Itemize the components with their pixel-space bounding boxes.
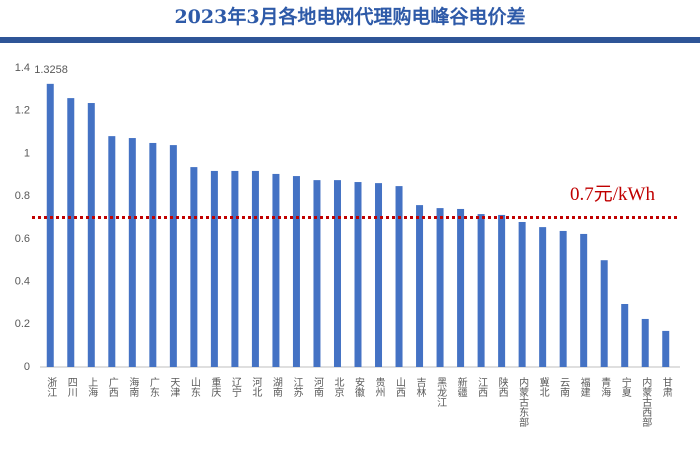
x-tick-label: 安徽 [353, 376, 365, 398]
bar [354, 182, 362, 367]
bar [251, 170, 259, 367]
x-tick-label: 新疆 [455, 376, 467, 398]
bar [662, 330, 670, 367]
bar [333, 180, 341, 367]
title-band [0, 37, 700, 43]
x-tick-label: 湖南 [270, 377, 282, 397]
bar [67, 98, 75, 367]
x-tick-label: 江西 [476, 377, 488, 397]
y-tick-label: 0.2 [15, 318, 30, 330]
bar [231, 170, 239, 367]
bar [313, 180, 321, 367]
x-tick-label: 北京 [332, 377, 344, 398]
bar [395, 186, 403, 367]
bar [600, 260, 608, 367]
x-tick-label: 吉林 [414, 377, 426, 398]
x-tick-label: 山东 [188, 377, 200, 397]
bar [210, 170, 218, 367]
bar [559, 230, 567, 367]
x-tick-label: 海南 [127, 376, 139, 397]
bar [477, 214, 485, 367]
x-tick-label: 广西 [106, 377, 118, 397]
bar [108, 136, 116, 367]
bar [498, 214, 506, 367]
bar [375, 183, 383, 367]
bar [641, 318, 649, 367]
bar [87, 103, 95, 368]
x-tick-label: 宁夏 [619, 376, 631, 397]
bar [149, 142, 157, 367]
data-label: 1.3258 [34, 64, 68, 76]
bar [621, 303, 629, 367]
x-tick-label: 河北 [250, 377, 262, 397]
bar [169, 145, 177, 367]
bar [272, 173, 280, 367]
x-tick-label: 内蒙古东部 [517, 376, 529, 428]
bar [46, 83, 54, 368]
x-tick-label: 重庆 [209, 376, 221, 398]
x-tick-label: 内蒙古西部 [640, 376, 652, 428]
bar [436, 208, 444, 367]
bar [457, 208, 465, 367]
y-tick-label: 0.4 [15, 275, 30, 287]
y-tick-label: 1.2 [15, 105, 30, 117]
y-tick-label: 0 [24, 361, 30, 373]
x-tick-label: 黑龙江 [435, 377, 447, 407]
bar [580, 233, 588, 367]
x-tick-label: 陕西 [496, 376, 508, 397]
x-tick-label: 山西 [394, 377, 406, 397]
x-tick-label: 冀北 [537, 376, 549, 397]
x-tick-label: 福建 [578, 376, 590, 397]
y-tick-label: 0.6 [15, 233, 30, 245]
x-tick-label: 广东 [147, 377, 159, 397]
x-tick-label: 青海 [599, 376, 611, 398]
chart-title: 2023年3月各地电网代理购电峰谷电价差 [174, 5, 525, 28]
y-tick-label: 0.8 [15, 190, 30, 202]
x-tick-label: 云南 [558, 377, 570, 397]
x-tick-label: 辽宁 [229, 377, 241, 397]
x-tick-label: 天津 [168, 377, 180, 398]
x-tick-label: 浙江 [45, 377, 57, 397]
bar [416, 205, 424, 367]
y-tick-label: 1 [24, 147, 30, 159]
y-tick-label: 1.4 [15, 62, 30, 74]
x-tick-label: 江苏 [291, 377, 303, 398]
bar [539, 227, 547, 367]
bar [518, 221, 526, 367]
x-tick-label: 贵州 [373, 376, 385, 397]
x-tick-label: 四川 [65, 377, 77, 397]
reference-label: 0.7元/kWh [570, 184, 655, 205]
bar [190, 167, 198, 367]
bar [292, 176, 300, 367]
x-tick-label: 甘肃 [660, 376, 672, 398]
x-tick-label: 河南 [311, 377, 323, 397]
bar [128, 138, 136, 367]
x-tick-label: 上海 [86, 377, 98, 398]
